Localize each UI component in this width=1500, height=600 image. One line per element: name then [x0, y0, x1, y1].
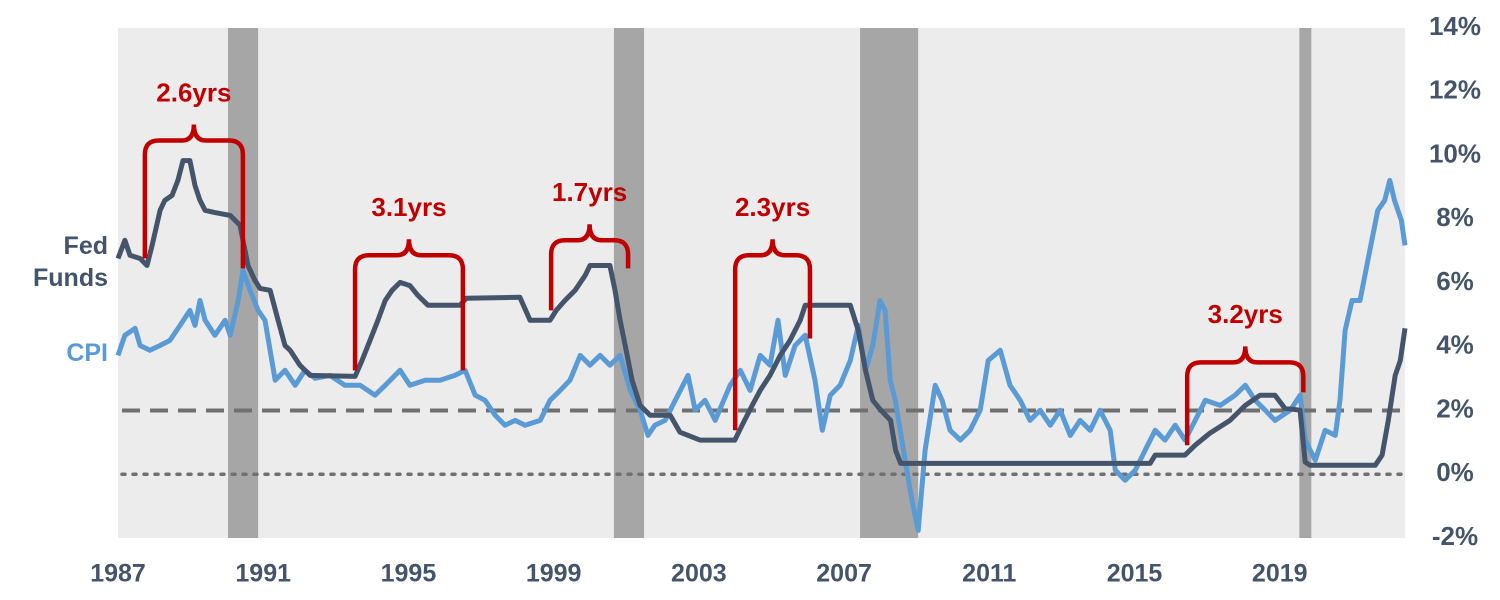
x-tick-label: 1999	[526, 560, 582, 588]
x-tick-label: 1991	[235, 560, 291, 588]
y-tick-label: 4%	[1436, 330, 1474, 360]
recession-band	[613, 28, 645, 538]
x-tick-label: 1995	[381, 560, 437, 588]
recession-band	[1299, 28, 1312, 538]
x-tick-label: 2007	[816, 560, 872, 588]
span-bracket	[1184, 346, 1306, 446]
y-tick-label: 2%	[1436, 393, 1474, 423]
y-tick-label: 0%	[1436, 457, 1474, 487]
series-line	[115, 158, 1408, 468]
series-line	[115, 177, 1408, 533]
span-label: 2.3yrs	[735, 192, 810, 222]
x-tick-label: 1987	[90, 560, 146, 588]
span-label: 3.2yrs	[1208, 299, 1283, 329]
span-bracket	[548, 224, 631, 311]
plot-background	[118, 28, 1405, 538]
span-bracket	[352, 239, 466, 371]
recession-band	[860, 28, 919, 538]
x-tick-label: 2003	[671, 560, 727, 588]
x-tick-label: 2019	[1252, 560, 1308, 588]
legend-cpi: CPI	[66, 339, 108, 367]
span-label: 1.7yrs	[552, 177, 627, 207]
y-tick-label: 6%	[1436, 266, 1474, 296]
y-tick-label: 12%	[1429, 75, 1481, 105]
y-tick-label: 8%	[1436, 202, 1474, 232]
x-tick-label: 2011	[962, 560, 1016, 588]
y-tick-label: 14%	[1429, 11, 1481, 41]
y-tick-label: 10%	[1429, 138, 1481, 168]
legend-fed-funds: Fed Funds	[33, 232, 108, 292]
span-label: 3.1yrs	[371, 192, 446, 222]
x-tick-label: 2015	[1107, 560, 1163, 588]
span-label: 2.6yrs	[156, 77, 231, 107]
span-bracket	[732, 239, 813, 431]
y-tick-label: -2%	[1432, 521, 1478, 551]
span-bracket	[142, 124, 246, 269]
